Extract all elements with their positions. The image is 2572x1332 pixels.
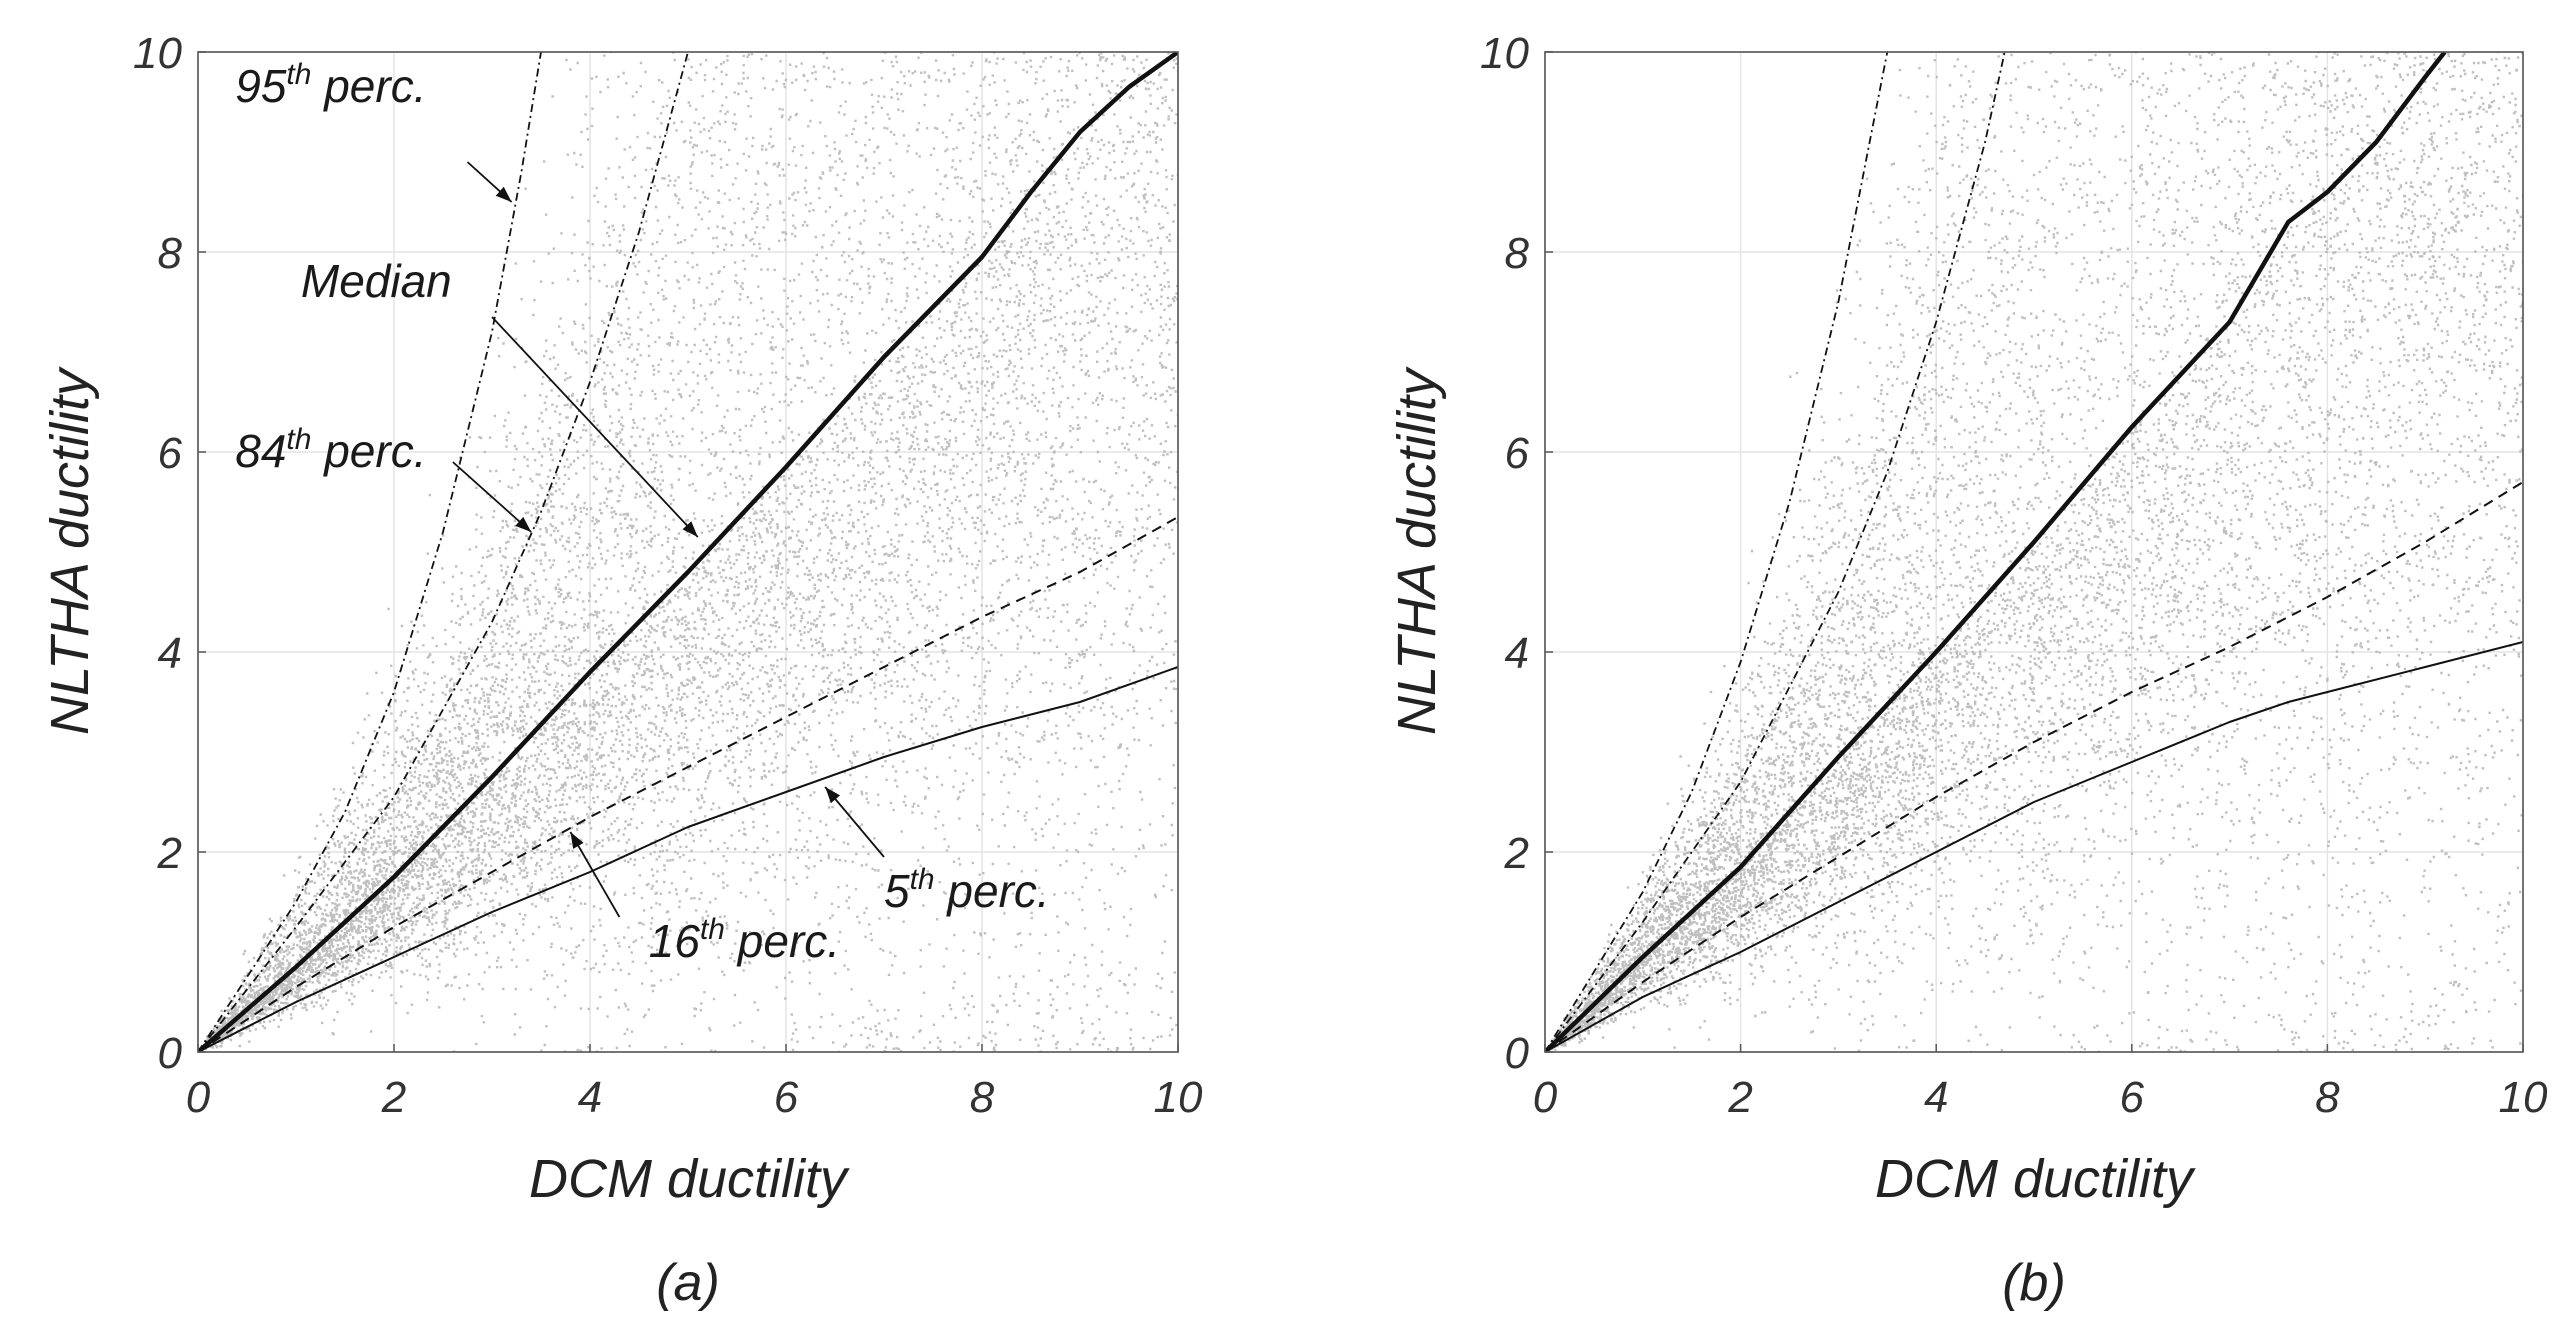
series-line-95th-perc — [1545, 52, 1889, 1052]
x-tick-label: 4 — [578, 1073, 602, 1122]
panel-caption: (a) — [656, 1254, 720, 1312]
y-tick-label: 6 — [158, 429, 183, 478]
x-tick-label: 0 — [1533, 1073, 1558, 1122]
chart-panel-a: 0 2 4 6 8 10 0 2 4 6 8 10 DCM ductility NLTHA ductili… — [40, 29, 1203, 1312]
annotation-label: 5th perc. — [884, 863, 1050, 917]
annotation-base-text: 84 — [235, 425, 286, 477]
y-tick-label: 8 — [158, 229, 183, 278]
y-tick-label: 8 — [1505, 229, 1530, 278]
annotation-5th: 5th perc. — [824, 786, 1050, 917]
y-axis-label: NLTHA ductility — [1387, 366, 1447, 735]
annotation-label: 16th perc. — [649, 913, 840, 967]
x-tick-label: 8 — [970, 1073, 995, 1122]
annotation-16th: 16th perc. — [569, 831, 840, 967]
series-line-5th-perc — [1545, 641, 2523, 1052]
series-line-16th-perc — [1545, 481, 2523, 1052]
annotation-superscript: th — [286, 58, 311, 91]
y-tick-label: 2 — [1504, 829, 1529, 878]
y-tick-label: 0 — [1505, 1029, 1530, 1078]
scatter-points — [1545, 52, 2523, 1052]
annotation-arrowhead — [825, 787, 841, 804]
series-line-5th-perc — [198, 666, 1178, 1052]
annotation-arrow-line — [491, 316, 699, 538]
annotation-arrowhead — [495, 186, 512, 202]
chart-panel-b: 0 2 4 6 8 10 0 2 4 6 8 10 DCM ductility NLTHA ductili… — [1387, 29, 2548, 1312]
x-axis-label: DCM ductility — [529, 1149, 850, 1209]
x-tick-label: 8 — [2315, 1073, 2340, 1122]
y-tick-label: 4 — [1505, 629, 1529, 678]
axes-box — [1544, 51, 2524, 1053]
y-tick-label: 2 — [157, 829, 182, 878]
annotation-rest-text: perc. — [311, 60, 426, 112]
annotation-arrowhead — [515, 516, 532, 532]
annotation-arrow-line — [569, 831, 621, 918]
series-line-16th-perc — [198, 516, 1178, 1052]
x-axis-label: DCM ductility — [1875, 1149, 2196, 1209]
panel-caption: (b) — [2002, 1254, 2066, 1312]
x-tick-label: 6 — [774, 1073, 799, 1122]
annotation-base-text: 95 — [235, 60, 287, 112]
annotation-base-text: 16 — [649, 915, 701, 967]
annotation-rest-text: perc. — [935, 865, 1050, 917]
annotation-95th: 95th perc. — [235, 58, 513, 203]
annotation-base-text: Median — [301, 255, 452, 307]
annotation-rest-text: perc. — [311, 425, 426, 477]
y-tick-label: 6 — [1505, 429, 1530, 478]
annotation-superscript: th — [700, 913, 725, 946]
annotation-arrow-line — [452, 461, 532, 533]
annotation-label: Median — [301, 255, 452, 307]
series-line-median — [198, 52, 1178, 1052]
annotation-label: 95th perc. — [235, 58, 426, 112]
scatter-points — [198, 52, 1178, 1052]
x-tick-label: 2 — [1727, 1073, 1752, 1122]
x-tick-label: 10 — [1154, 1073, 1203, 1122]
annotation-84th: 84th perc. — [235, 423, 532, 533]
y-axis-label: NLTHA ductility — [40, 366, 100, 735]
annotation-arrowhead — [682, 521, 698, 537]
y-tick-label: 4 — [158, 629, 182, 678]
x-tick-label: 2 — [381, 1073, 406, 1122]
x-tick-label: 6 — [2120, 1073, 2145, 1122]
y-tick-label: 10 — [1480, 29, 1529, 78]
annotation-base-text: 5 — [884, 865, 910, 917]
axes-box — [197, 51, 1179, 1053]
series-line-median — [1545, 52, 2447, 1052]
y-tick-label: 0 — [158, 1029, 183, 1078]
annotation-arrowhead — [570, 832, 584, 849]
x-tick-label: 10 — [2499, 1073, 2548, 1122]
x-tick-label: 4 — [1924, 1073, 1948, 1122]
annotation-median: Median — [301, 255, 699, 538]
annotation-rest-text: perc. — [725, 915, 840, 967]
series-line-84th-perc — [198, 52, 689, 1052]
y-tick-label: 10 — [133, 29, 182, 78]
annotation-superscript: th — [286, 423, 311, 456]
annotation-superscript: th — [910, 863, 935, 896]
x-tick-label: 0 — [186, 1073, 211, 1122]
annotation-label: 84th perc. — [235, 423, 426, 477]
